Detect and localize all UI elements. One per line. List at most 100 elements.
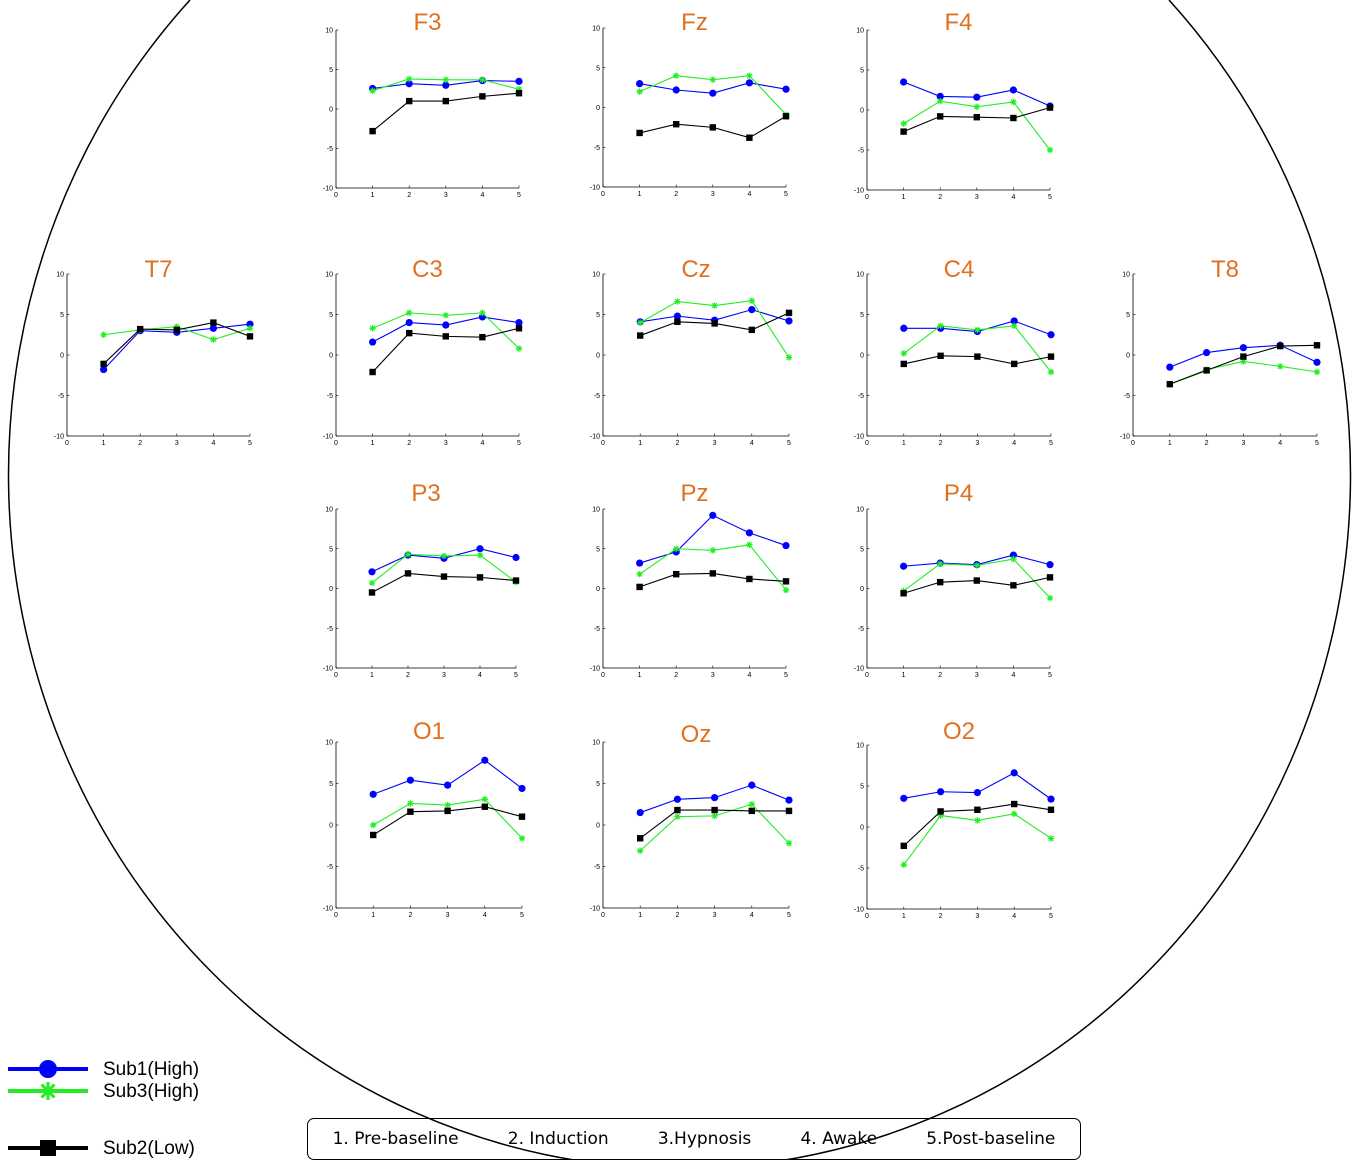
point-pz-sub3-high <box>673 545 680 552</box>
point-c3-sub1-high <box>405 319 413 327</box>
ytick-label-t8: -10 <box>1120 434 1130 441</box>
point-t8-sub3-high <box>1277 363 1284 370</box>
point-cz-sub1-high <box>673 312 682 320</box>
panel-title-p3: P3 <box>411 480 440 507</box>
xtick-label-fz: 4 <box>747 191 751 198</box>
point-oz-sub2-low <box>785 807 793 815</box>
point-c4-sub3-high <box>1011 322 1018 330</box>
point-o1-sub3-high <box>481 796 488 803</box>
xtick-label-f4: 0 <box>865 194 869 201</box>
point-c4-sub3-high <box>974 326 981 334</box>
point-t7-sub3-high <box>210 336 217 343</box>
point-fz-sub2-low <box>636 129 643 137</box>
xtick-label-f4: 5 <box>1048 194 1052 201</box>
point-t8-sub1-high <box>1239 344 1247 352</box>
xtick-label-c4: 2 <box>939 440 943 447</box>
ytick-label-cz: 10 <box>592 272 600 279</box>
point-o1-sub3-high <box>518 835 526 842</box>
point-p3-sub2-low <box>476 574 484 581</box>
ytick-label-t7: -10 <box>54 434 64 441</box>
point-t8-sub2-low <box>1203 367 1210 374</box>
legend-entry-sub1-high: Sub1(High) <box>8 1059 199 1080</box>
phase-label-5: 5.Post-baseline <box>926 1129 1056 1149</box>
ytick-label-c3: 5 <box>329 312 333 319</box>
ytick-label-oz: 0 <box>596 823 600 830</box>
point-t8-sub3-high <box>1313 368 1321 376</box>
xtick-label-t8: 3 <box>1241 440 1245 447</box>
point-oz-sub2-low <box>674 806 681 814</box>
xtick-label-t7: 2 <box>138 440 142 447</box>
ytick-label-fz: 0 <box>596 105 600 112</box>
ytick-label-f3: 5 <box>329 67 333 74</box>
xtick-label-pz: 2 <box>674 672 678 679</box>
point-t8-sub3-high <box>1240 358 1247 365</box>
ytick-label-p4: 10 <box>856 507 864 514</box>
point-p4-sub1-high <box>1046 561 1054 569</box>
xtick-label-c3: 2 <box>407 440 411 447</box>
xtick-label-oz: 3 <box>713 912 717 919</box>
ytick-label-t7: 5 <box>60 312 64 319</box>
point-c4-sub2-low <box>974 353 981 360</box>
xtick-label-p4: 5 <box>1048 672 1052 679</box>
point-f3-sub2-low <box>515 90 523 97</box>
point-fz-sub3-high <box>636 88 643 95</box>
point-o2-sub3-high <box>1047 835 1055 842</box>
xtick-label-f4: 2 <box>938 194 942 201</box>
xtick-label-c3: 4 <box>480 440 484 447</box>
ytick-label-f3: -10 <box>323 186 333 193</box>
point-t7-sub2-low <box>173 326 180 334</box>
point-f4-sub2-low <box>973 114 980 121</box>
xtick-label-o2: 3 <box>975 913 979 920</box>
xtick-label-p3: 5 <box>514 672 518 679</box>
ytick-label-c3: -5 <box>327 393 333 400</box>
xtick-label-o2: 4 <box>1012 913 1016 920</box>
point-cz-sub2-low <box>711 320 718 327</box>
xtick-label-o1: 3 <box>446 912 450 919</box>
point-t8-sub1-high <box>1203 348 1211 357</box>
point-p4-sub2-low <box>1010 582 1017 589</box>
xtick-label-o1: 0 <box>334 912 338 919</box>
ytick-label-c3: -10 <box>323 434 333 441</box>
point-fz-sub2-low <box>673 120 680 128</box>
xtick-label-p3: 4 <box>478 672 482 679</box>
point-oz-sub3-high <box>711 812 718 820</box>
ytick-label-oz: -10 <box>590 906 600 913</box>
phase-legend-box: 1. Pre-baseline 2. Induction 3.Hypnosis … <box>307 1118 1081 1160</box>
point-f4-sub3-high <box>973 103 980 110</box>
point-cz-sub2-low <box>748 326 755 334</box>
ytick-label-p3: 5 <box>329 546 333 553</box>
point-p4-sub2-low <box>937 578 944 586</box>
point-fz-sub3-high <box>673 72 680 79</box>
legend-label-sub3-high: Sub3(High) <box>103 1081 199 1102</box>
point-p4-sub3-high <box>1046 594 1054 602</box>
point-c4-sub2-low <box>900 360 907 368</box>
point-cz-sub3-high <box>785 354 793 361</box>
xtick-label-oz: 4 <box>750 912 754 919</box>
xtick-label-t8: 1 <box>1168 440 1172 447</box>
point-o2-sub3-high <box>974 817 981 824</box>
xtick-label-f3: 4 <box>480 192 484 199</box>
ytick-label-p4: 5 <box>860 546 864 553</box>
point-pz-sub2-low <box>782 578 790 585</box>
point-oz-sub1-high <box>636 808 644 817</box>
xtick-label-fz: 5 <box>784 191 788 198</box>
point-f4-sub1-high <box>1009 86 1018 94</box>
xtick-label-pz: 4 <box>747 672 751 679</box>
ytick-label-oz: 10 <box>592 740 600 747</box>
point-p3-sub2-low <box>512 577 520 584</box>
xtick-label-f4: 3 <box>975 194 979 201</box>
point-c4-sub3-high <box>1047 368 1055 376</box>
xtick-label-o2: 2 <box>939 913 943 920</box>
panel-title-o1: O1 <box>413 718 445 745</box>
panel-title-p4: P4 <box>944 480 973 507</box>
point-cz-sub2-low <box>785 309 793 317</box>
xtick-label-p3: 1 <box>370 672 374 679</box>
head-outline <box>7 0 1352 1160</box>
point-cz-sub2-low <box>637 332 644 339</box>
